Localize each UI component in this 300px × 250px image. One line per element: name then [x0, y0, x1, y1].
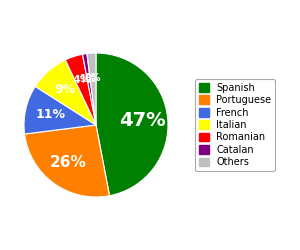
Wedge shape	[25, 125, 110, 197]
Text: 47%: 47%	[119, 111, 166, 130]
Wedge shape	[82, 54, 96, 125]
Wedge shape	[35, 60, 96, 125]
Text: 0%: 0%	[85, 73, 101, 83]
Wedge shape	[65, 54, 96, 125]
Wedge shape	[24, 86, 96, 134]
Wedge shape	[87, 53, 96, 125]
Text: 4%: 4%	[72, 76, 91, 86]
Text: 26%: 26%	[50, 155, 87, 170]
Text: 1%: 1%	[80, 74, 97, 84]
Text: 11%: 11%	[35, 108, 65, 121]
Wedge shape	[96, 53, 168, 196]
Legend: Spanish, Portuguese, French, Italian, Romanian, Catalan, Others: Spanish, Portuguese, French, Italian, Ro…	[195, 79, 275, 171]
Text: 9%: 9%	[55, 84, 76, 96]
